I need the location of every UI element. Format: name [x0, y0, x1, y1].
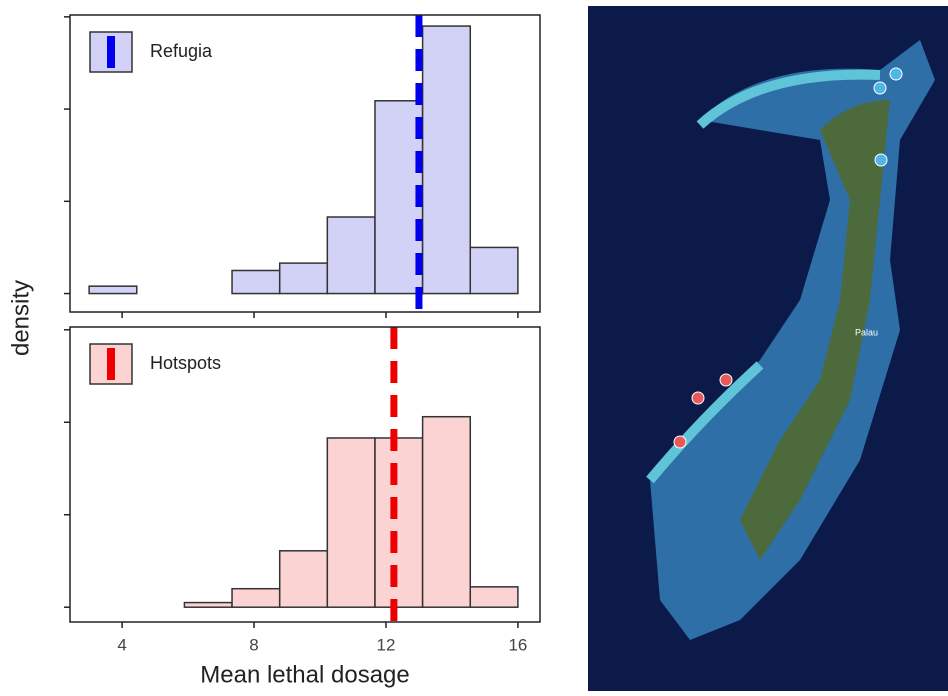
page: {"chart_data": [ {"type": "histogram", "…	[0, 0, 948, 696]
bar	[375, 438, 423, 607]
x-tick-label: 16	[508, 635, 527, 654]
bar	[423, 417, 471, 608]
y-axis-label: density	[7, 280, 34, 356]
map: Palau	[588, 6, 948, 691]
legend-label: Hotspots	[150, 353, 221, 373]
bar	[232, 589, 280, 607]
x-tick-label: 4	[117, 635, 126, 654]
x-tick-label: 8	[249, 635, 258, 654]
bar	[89, 286, 137, 293]
map-marker	[875, 154, 887, 166]
bar	[423, 26, 471, 293]
figure: Palau Refugia density Hotspots 4 8 12 16 Mean l…	[0, 0, 948, 691]
map-marker	[874, 82, 886, 94]
map-label: Palau	[855, 327, 878, 337]
legend-label: Refugia	[150, 41, 213, 61]
map-marker	[674, 436, 686, 448]
bar	[184, 603, 232, 608]
bar	[327, 217, 375, 294]
bar	[232, 270, 280, 293]
bar	[470, 247, 518, 293]
x-axis-label: Mean lethal dosage	[200, 661, 409, 688]
bar	[280, 551, 328, 607]
map-marker	[720, 374, 732, 386]
x-tick-label: 12	[377, 635, 396, 654]
bar	[280, 263, 328, 293]
map-marker	[890, 68, 902, 80]
bar	[327, 438, 375, 607]
map-marker	[692, 392, 704, 404]
bar	[470, 587, 518, 607]
